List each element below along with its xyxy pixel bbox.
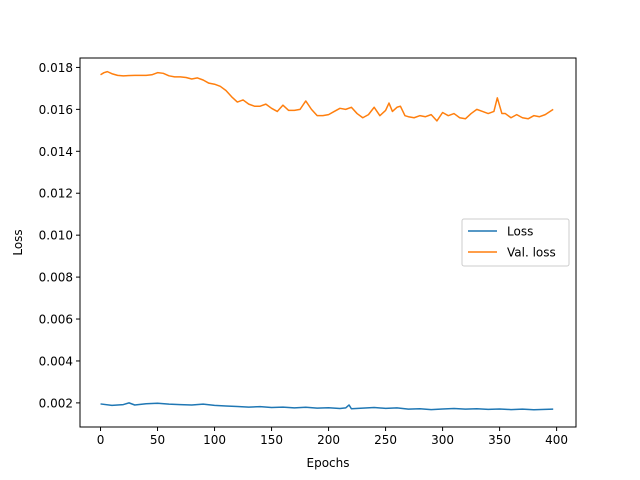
x-ticks: 0 50 100 150 200 250 300 350 400 xyxy=(97,427,568,447)
series-layer xyxy=(100,70,554,411)
y-axis-label: Loss xyxy=(11,229,25,255)
y-tick-label: 0.016 xyxy=(39,103,73,117)
x-tick-label: 300 xyxy=(431,433,454,447)
y-tick-label: 0.018 xyxy=(39,61,73,75)
x-tick-label: 400 xyxy=(545,433,568,447)
y-ticks: 0.002 0.004 0.006 0.008 0.010 0.012 0.014 0.016… xyxy=(39,61,80,410)
y-tick-label: 0.012 xyxy=(39,187,73,201)
legend-label-loss: Loss xyxy=(507,225,533,239)
series-line-loss xyxy=(100,402,554,411)
legend-label-val-loss: Val. loss xyxy=(507,246,556,260)
y-tick-label: 0.010 xyxy=(39,229,73,243)
plot-frame xyxy=(79,57,577,428)
x-tick-label: 200 xyxy=(317,433,340,447)
x-tick-label: 100 xyxy=(203,433,226,447)
x-tick-label: 0 xyxy=(97,433,105,447)
legend: Loss Val. loss xyxy=(461,218,570,267)
x-tick-label: 250 xyxy=(374,433,397,447)
x-tick-label: 50 xyxy=(150,433,165,447)
x-tick-label: 150 xyxy=(260,433,283,447)
x-tick-label: 350 xyxy=(488,433,511,447)
x-axis-label: Epochs xyxy=(307,456,350,470)
y-tick-label: 0.004 xyxy=(39,354,73,368)
series-line-val-loss xyxy=(100,70,554,122)
y-tick-label: 0.014 xyxy=(39,145,73,159)
y-tick-label: 0.008 xyxy=(39,271,73,285)
y-tick-label: 0.002 xyxy=(39,396,73,410)
y-tick-label: 0.006 xyxy=(39,313,73,327)
